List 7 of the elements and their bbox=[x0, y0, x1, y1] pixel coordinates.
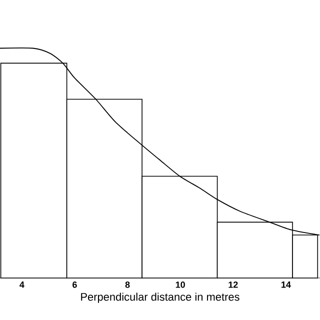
x-tick-label: 10 bbox=[176, 282, 185, 288]
x-tick-label: 8 bbox=[125, 282, 130, 288]
x-tick-label: 4 bbox=[20, 282, 24, 288]
x-tick-label: 12 bbox=[228, 282, 238, 288]
x-axis-title: Perpendicular distance in metres bbox=[81, 292, 240, 303]
x-tick-label: 14 bbox=[282, 282, 291, 288]
x-tick-label: 6 bbox=[72, 282, 77, 288]
